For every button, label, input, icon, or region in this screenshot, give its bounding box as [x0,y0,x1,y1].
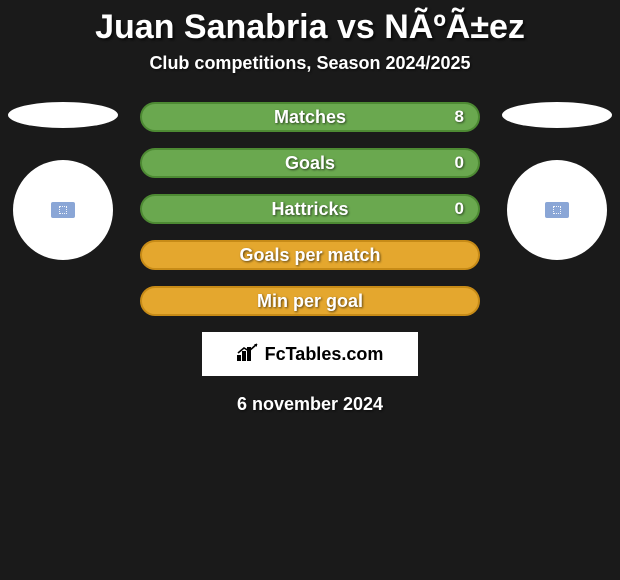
player-left-circle [13,160,113,260]
stat-row: Min per goal [140,286,480,316]
stat-label: Matches [274,107,346,128]
date-text: 6 november 2024 [0,394,620,415]
stat-value: 0 [455,153,464,173]
stat-label: Hattricks [271,199,348,220]
page-title: Juan Sanabria vs NÃºÃ±ez [0,0,620,47]
stat-row: Goals 0 [140,148,480,178]
stat-label: Goals [285,153,335,174]
player-right-ellipse [502,102,612,128]
stat-row: Goals per match [140,240,480,270]
placeholder-icon-inner [59,206,67,214]
stats-bars: Matches 8 Goals 0 Hattricks 0 Goals per … [140,102,480,316]
player-left-col [4,102,122,260]
stat-label: Min per goal [257,291,363,312]
placeholder-icon [51,202,75,218]
chart-icon [237,343,259,366]
placeholder-icon-inner [553,206,561,214]
stat-row: Matches 8 [140,102,480,132]
stat-label: Goals per match [239,245,380,266]
brand-text: FcTables.com [265,344,384,365]
placeholder-icon [545,202,569,218]
stat-value: 0 [455,199,464,219]
comparison-area: Matches 8 Goals 0 Hattricks 0 Goals per … [0,102,620,316]
player-left-ellipse [8,102,118,128]
subtitle: Club competitions, Season 2024/2025 [0,53,620,74]
stat-row: Hattricks 0 [140,194,480,224]
brand-box: FcTables.com [202,332,418,376]
stat-value: 8 [455,107,464,127]
player-right-circle [507,160,607,260]
player-right-col [498,102,616,260]
